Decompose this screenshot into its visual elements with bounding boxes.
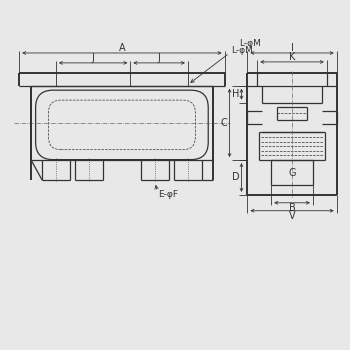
Text: B: B <box>289 203 295 213</box>
Text: I: I <box>290 43 294 53</box>
Text: L-φM: L-φM <box>232 47 253 56</box>
Text: K: K <box>289 52 295 62</box>
Text: G: G <box>288 168 296 177</box>
Text: E-φF: E-φF <box>158 190 178 199</box>
Text: L-φM: L-φM <box>239 38 261 48</box>
Text: V: V <box>289 211 295 220</box>
Text: H: H <box>232 89 239 99</box>
Text: J: J <box>158 53 161 63</box>
Text: A: A <box>119 43 125 53</box>
Text: J: J <box>92 53 94 63</box>
Text: C: C <box>220 118 227 128</box>
Text: D: D <box>232 173 239 182</box>
